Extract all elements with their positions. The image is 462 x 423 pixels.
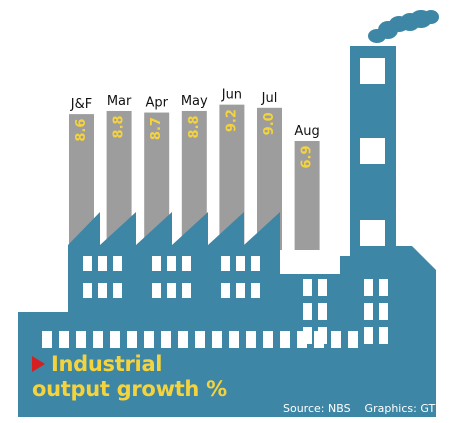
factory-window xyxy=(364,279,373,296)
factory-window xyxy=(83,283,92,298)
factory-window xyxy=(221,256,230,271)
chimney-bar xyxy=(294,140,320,250)
category-label: Apr xyxy=(145,96,168,111)
category-label: Jun xyxy=(221,88,242,103)
smokestack-window xyxy=(360,220,385,246)
factory-window xyxy=(246,331,256,348)
factory-window xyxy=(161,331,171,348)
factory-window xyxy=(113,256,122,271)
category-label: May xyxy=(181,94,208,109)
factory-window xyxy=(152,256,161,271)
value-label: 8.7 xyxy=(149,117,164,140)
factory-window xyxy=(98,256,107,271)
smokestack-window xyxy=(360,58,385,84)
category-labels: J&F Mar Apr May Jun Jul Aug xyxy=(70,88,320,139)
title-arrow-icon xyxy=(32,356,45,372)
factory-window xyxy=(280,331,290,348)
category-label: Jul xyxy=(261,91,278,106)
factory-window xyxy=(236,256,245,271)
chart-title-line-2: output growth % xyxy=(32,377,227,401)
smoke-cloud xyxy=(368,10,439,43)
factory-window xyxy=(83,256,92,271)
factory-window xyxy=(167,283,176,298)
factory-window xyxy=(303,327,312,344)
category-label: Aug xyxy=(294,124,319,139)
factory-window xyxy=(236,283,245,298)
factory-window xyxy=(318,279,327,296)
factory-window xyxy=(251,256,260,271)
factory-window xyxy=(318,303,327,320)
factory-window xyxy=(93,331,103,348)
value-label: 9.0 xyxy=(262,112,277,135)
factory-window xyxy=(229,331,239,348)
factory-window xyxy=(178,331,188,348)
factory-windows xyxy=(42,256,388,348)
factory-window xyxy=(297,331,307,348)
factory-window xyxy=(182,256,191,271)
factory-window xyxy=(303,303,312,320)
factory-window xyxy=(379,303,388,320)
source-note: Source: NBS xyxy=(283,402,351,415)
factory-window xyxy=(251,283,260,298)
factory-window xyxy=(195,331,205,348)
factory-window xyxy=(263,331,273,348)
factory-window xyxy=(303,279,312,296)
value-label: 8.8 xyxy=(112,115,127,138)
factory-window xyxy=(379,279,388,296)
factory-window xyxy=(379,327,388,344)
category-label: Mar xyxy=(107,94,132,109)
factory-window xyxy=(212,331,222,348)
value-label: 9.2 xyxy=(224,109,239,132)
factory-window xyxy=(364,327,373,344)
value-label: 8.8 xyxy=(187,115,202,138)
smokestack-window xyxy=(360,138,385,164)
factory-window xyxy=(76,331,86,348)
graphics-credit: Graphics: GT xyxy=(364,402,436,415)
chart-credits: Source: NBS Graphics: GT xyxy=(283,402,435,415)
factory-window xyxy=(221,283,230,298)
factory-window xyxy=(110,331,120,348)
factory-window xyxy=(59,331,69,348)
factory-window xyxy=(152,283,161,298)
factory-window xyxy=(182,283,191,298)
value-label: 6.9 xyxy=(300,145,315,168)
factory-window xyxy=(348,331,358,348)
factory-window xyxy=(113,283,122,298)
factory-window xyxy=(127,331,137,348)
value-labels: 8.6 8.8 8.7 8.8 9.2 9.0 6.9 xyxy=(74,109,315,168)
category-label: J&F xyxy=(70,97,92,112)
factory-building xyxy=(18,10,439,417)
chart-title: Industrial output growth % xyxy=(32,352,227,402)
factory-window xyxy=(42,331,52,348)
chart-title-text-1: Industrial xyxy=(51,352,163,376)
factory-window xyxy=(364,303,373,320)
factory-window xyxy=(167,256,176,271)
chart-title-line-1: Industrial xyxy=(32,352,227,377)
factory-window xyxy=(144,331,154,348)
factory-window xyxy=(331,331,341,348)
value-label: 8.6 xyxy=(74,119,89,142)
smokestack xyxy=(350,46,396,258)
factory-window xyxy=(98,283,107,298)
factory-window xyxy=(318,327,327,344)
